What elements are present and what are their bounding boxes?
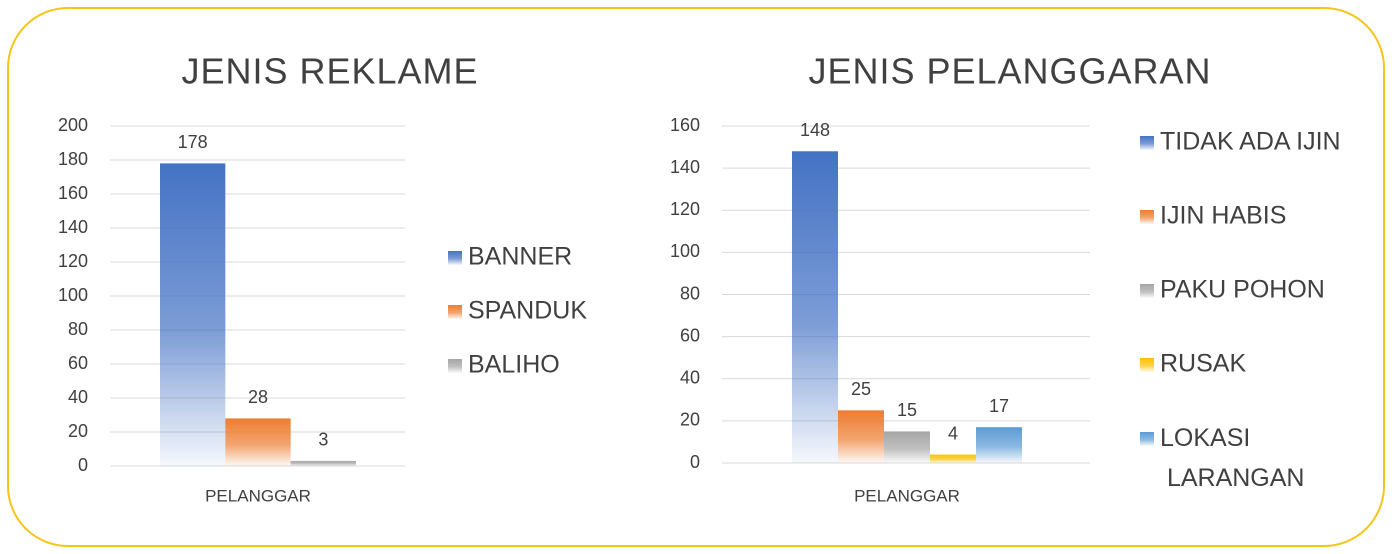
y-tick-label: 80: [680, 283, 700, 303]
y-tick-label: 160: [58, 183, 88, 203]
y-tick-label: 0: [78, 455, 88, 475]
legend-swatch: [1140, 136, 1154, 150]
data-label: 178: [178, 132, 208, 152]
y-tick-label: 20: [68, 421, 88, 441]
chart-title: JENIS REKLAME: [181, 51, 478, 92]
data-label: 3: [318, 430, 328, 450]
legend-swatch: [1140, 210, 1154, 224]
x-tick-label: PELANGGAR: [854, 486, 960, 505]
legend-label: PAKU POHON: [1160, 276, 1325, 304]
y-tick-label: 160: [670, 115, 700, 135]
y-tick-label: 100: [670, 241, 700, 261]
y-tick-label: 40: [680, 368, 700, 388]
y-tick-label: 40: [68, 387, 88, 407]
bar: [792, 151, 838, 463]
y-tick-label: 100: [58, 285, 88, 305]
y-tick-label: 140: [670, 157, 700, 177]
y-tick-label: 20: [680, 410, 700, 430]
frame: [7, 7, 1385, 547]
data-label: 28: [248, 387, 268, 407]
data-label: 25: [851, 379, 871, 399]
x-tick-label: PELANGGAR: [205, 486, 311, 505]
legend-swatch: [448, 359, 462, 373]
legend-swatch: [1140, 358, 1154, 372]
data-label: 148: [800, 120, 830, 140]
legend-swatch: [448, 305, 462, 319]
legend-swatch: [1140, 432, 1154, 446]
y-tick-label: 140: [58, 217, 88, 237]
bar: [160, 163, 226, 466]
legend-swatch: [1140, 284, 1154, 298]
legend-swatch: [448, 251, 462, 265]
legend-label: BANNER: [468, 243, 572, 271]
y-tick-label: 180: [58, 149, 88, 169]
legend-label: RUSAK: [1160, 350, 1246, 378]
y-tick-label: 120: [670, 199, 700, 219]
bar: [884, 431, 930, 463]
y-tick-label: 120: [58, 251, 88, 271]
bar: [225, 418, 291, 466]
data-label: 15: [897, 400, 917, 420]
legend-label: BALIHO: [468, 351, 560, 379]
y-tick-label: 60: [68, 353, 88, 373]
y-tick-label: 200: [58, 115, 88, 135]
legend-label: TIDAK ADA IJIN: [1160, 128, 1341, 156]
y-tick-label: 0: [690, 452, 700, 472]
bar: [290, 460, 356, 466]
bar: [838, 410, 884, 463]
bar: [976, 427, 1022, 463]
y-tick-label: 80: [68, 319, 88, 339]
data-label: 4: [948, 423, 958, 443]
chart-title: JENIS PELANGGARAN: [808, 51, 1211, 92]
legend-label: LOKASI LARANGAN: [1160, 424, 1304, 492]
legend-label: SPANDUK: [468, 297, 587, 325]
bar: [930, 454, 976, 463]
data-label: 17: [989, 396, 1009, 416]
legend-label: IJIN HABIS: [1160, 202, 1286, 230]
y-tick-label: 60: [680, 325, 700, 345]
